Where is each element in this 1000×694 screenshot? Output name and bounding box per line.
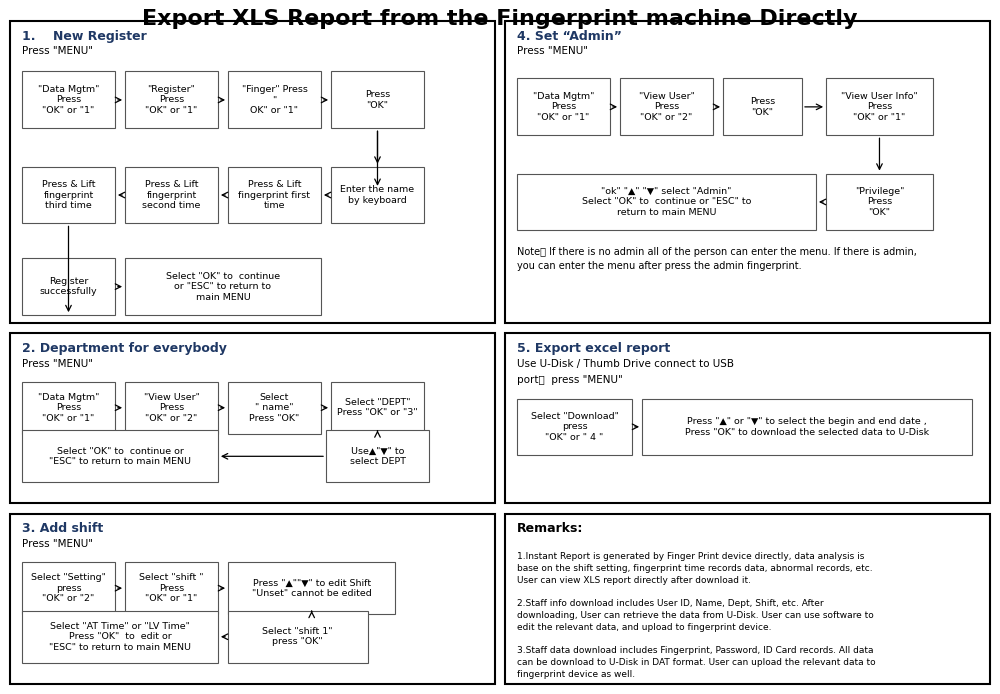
FancyBboxPatch shape	[723, 78, 802, 135]
Text: "View User"
Press
"OK" or "2": "View User" Press "OK" or "2"	[639, 92, 694, 121]
FancyBboxPatch shape	[228, 562, 395, 614]
Text: Press "MENU": Press "MENU"	[517, 46, 588, 56]
Text: Press "▲""▼" to edit Shift
"Unset" cannot be edited: Press "▲""▼" to edit Shift "Unset" canno…	[252, 579, 372, 598]
Text: Select "OK" to  continue or
"ESC" to return to main MENU: Select "OK" to continue or "ESC" to retu…	[49, 447, 191, 466]
FancyBboxPatch shape	[326, 430, 429, 482]
FancyBboxPatch shape	[10, 514, 495, 684]
FancyBboxPatch shape	[228, 611, 368, 663]
Text: "View User"
Press
"OK" or "2": "View User" Press "OK" or "2"	[144, 393, 199, 423]
FancyBboxPatch shape	[228, 167, 321, 223]
Text: Register
successfully: Register successfully	[40, 277, 97, 296]
Text: Select "shift 1"
press "OK": Select "shift 1" press "OK"	[262, 627, 333, 646]
FancyBboxPatch shape	[22, 71, 115, 128]
Text: Press "MENU": Press "MENU"	[22, 46, 93, 56]
Text: Press & Lift
fingerprint
third time: Press & Lift fingerprint third time	[42, 180, 95, 210]
FancyBboxPatch shape	[505, 514, 990, 684]
FancyBboxPatch shape	[505, 21, 990, 323]
Text: Use U-Disk / Thumb Drive connect to USB: Use U-Disk / Thumb Drive connect to USB	[517, 359, 734, 369]
Text: port，  press "MENU": port， press "MENU"	[517, 375, 623, 385]
Text: Select "OK" to  continue
or "ESC" to return to
main MENU: Select "OK" to continue or "ESC" to retu…	[166, 272, 280, 301]
Text: "View User Info"
Press
"OK" or "1": "View User Info" Press "OK" or "1"	[841, 92, 918, 121]
FancyBboxPatch shape	[10, 21, 495, 323]
Text: Press "▲" or "▼" to select the begin and end date ,
Press "OK" to download the s: Press "▲" or "▼" to select the begin and…	[685, 417, 929, 437]
Text: 2. Department for everybody: 2. Department for everybody	[22, 342, 227, 355]
FancyBboxPatch shape	[331, 382, 424, 434]
Text: Press
"OK": Press "OK"	[365, 90, 390, 110]
Text: "Register"
Press
"OK" or "1": "Register" Press "OK" or "1"	[145, 85, 198, 115]
FancyBboxPatch shape	[826, 174, 933, 230]
Text: "Privilege"
Press
"OK": "Privilege" Press "OK"	[855, 187, 904, 217]
Text: Press & Lift
fingerprint first
time: Press & Lift fingerprint first time	[238, 180, 310, 210]
FancyBboxPatch shape	[331, 71, 424, 128]
FancyBboxPatch shape	[22, 611, 218, 663]
Text: "Finger" Press
"
OK" or "1": "Finger" Press " OK" or "1"	[242, 85, 307, 115]
Text: Select "Download"
press
"OK" or " 4 ": Select "Download" press "OK" or " 4 "	[531, 412, 618, 441]
Text: Select "shift "
Press
"OK" or "1": Select "shift " Press "OK" or "1"	[139, 573, 204, 603]
Text: Select "AT Time" or "LV Time"
Press "OK"  to  edit or
"ESC" to return to main ME: Select "AT Time" or "LV Time" Press "OK"…	[49, 622, 191, 652]
Text: "Data Mgtm"
Press
"OK" or "1": "Data Mgtm" Press "OK" or "1"	[38, 393, 99, 423]
FancyBboxPatch shape	[22, 167, 115, 223]
FancyBboxPatch shape	[125, 562, 218, 614]
FancyBboxPatch shape	[517, 399, 632, 455]
FancyBboxPatch shape	[228, 382, 321, 434]
FancyBboxPatch shape	[620, 78, 713, 135]
Text: 3.Staff data download includes Fingerprint, Password, ID Card records. All data
: 3.Staff data download includes Fingerpri…	[517, 646, 876, 679]
FancyBboxPatch shape	[331, 167, 424, 223]
FancyBboxPatch shape	[125, 258, 321, 315]
Text: 1.Instant Report is generated by Finger Print device directly, data analysis is
: 1.Instant Report is generated by Finger …	[517, 552, 873, 585]
FancyBboxPatch shape	[228, 71, 321, 128]
Text: 5. Export excel report: 5. Export excel report	[517, 342, 670, 355]
Text: 4. Set “Admin”: 4. Set “Admin”	[517, 30, 622, 42]
FancyBboxPatch shape	[826, 78, 933, 135]
FancyBboxPatch shape	[642, 399, 972, 455]
Text: Press & Lift
fingerprint
second time: Press & Lift fingerprint second time	[142, 180, 201, 210]
FancyBboxPatch shape	[22, 562, 115, 614]
Text: "ok" "▲" "▼" select "Admin"
Select "OK" to  continue or "ESC" to
return to main : "ok" "▲" "▼" select "Admin" Select "OK" …	[582, 187, 751, 217]
Text: Press "MENU": Press "MENU"	[22, 359, 93, 369]
FancyBboxPatch shape	[125, 167, 218, 223]
Text: Select
" name"
Press "OK": Select " name" Press "OK"	[249, 393, 300, 423]
Text: Select "DEPT"
Press "OK" or "3": Select "DEPT" Press "OK" or "3"	[337, 398, 418, 417]
Text: 2.Staff info download includes User ID, Name, Dept, Shift, etc. After
downloadin: 2.Staff info download includes User ID, …	[517, 599, 874, 632]
FancyBboxPatch shape	[22, 430, 218, 482]
FancyBboxPatch shape	[505, 333, 990, 503]
FancyBboxPatch shape	[22, 258, 115, 315]
Text: Use▲"▼" to
select DEPT: Use▲"▼" to select DEPT	[350, 447, 406, 466]
Text: Press
"OK": Press "OK"	[750, 97, 775, 117]
Text: 1.    New Register: 1. New Register	[22, 30, 147, 42]
Text: "Data Mgtm"
Press
"OK" or "1": "Data Mgtm" Press "OK" or "1"	[533, 92, 594, 121]
FancyBboxPatch shape	[22, 382, 115, 434]
Text: Note： If there is no admin all of the person can enter the menu. If there is adm: Note： If there is no admin all of the pe…	[517, 246, 917, 271]
Text: Press "MENU": Press "MENU"	[22, 539, 93, 549]
Text: Export XLS Report from the Fingerprint machine Directly: Export XLS Report from the Fingerprint m…	[142, 10, 858, 29]
FancyBboxPatch shape	[125, 382, 218, 434]
FancyBboxPatch shape	[517, 78, 610, 135]
FancyBboxPatch shape	[517, 174, 816, 230]
FancyBboxPatch shape	[125, 71, 218, 128]
FancyBboxPatch shape	[10, 333, 495, 503]
Text: "Data Mgtm"
Press
"OK" or "1": "Data Mgtm" Press "OK" or "1"	[38, 85, 99, 115]
Text: Remarks:: Remarks:	[517, 523, 583, 535]
Text: Select "Setting"
press
"OK" or "2": Select "Setting" press "OK" or "2"	[31, 573, 106, 603]
Text: 3. Add shift: 3. Add shift	[22, 523, 103, 535]
Text: Enter the name
by keyboard: Enter the name by keyboard	[340, 185, 415, 205]
